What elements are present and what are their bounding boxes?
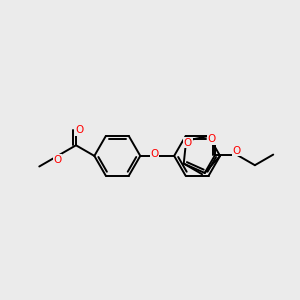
Text: O: O: [150, 149, 158, 159]
Text: O: O: [53, 155, 62, 165]
Text: O: O: [207, 134, 216, 144]
Text: O: O: [184, 137, 192, 148]
Text: O: O: [232, 146, 241, 156]
Text: O: O: [76, 125, 84, 135]
